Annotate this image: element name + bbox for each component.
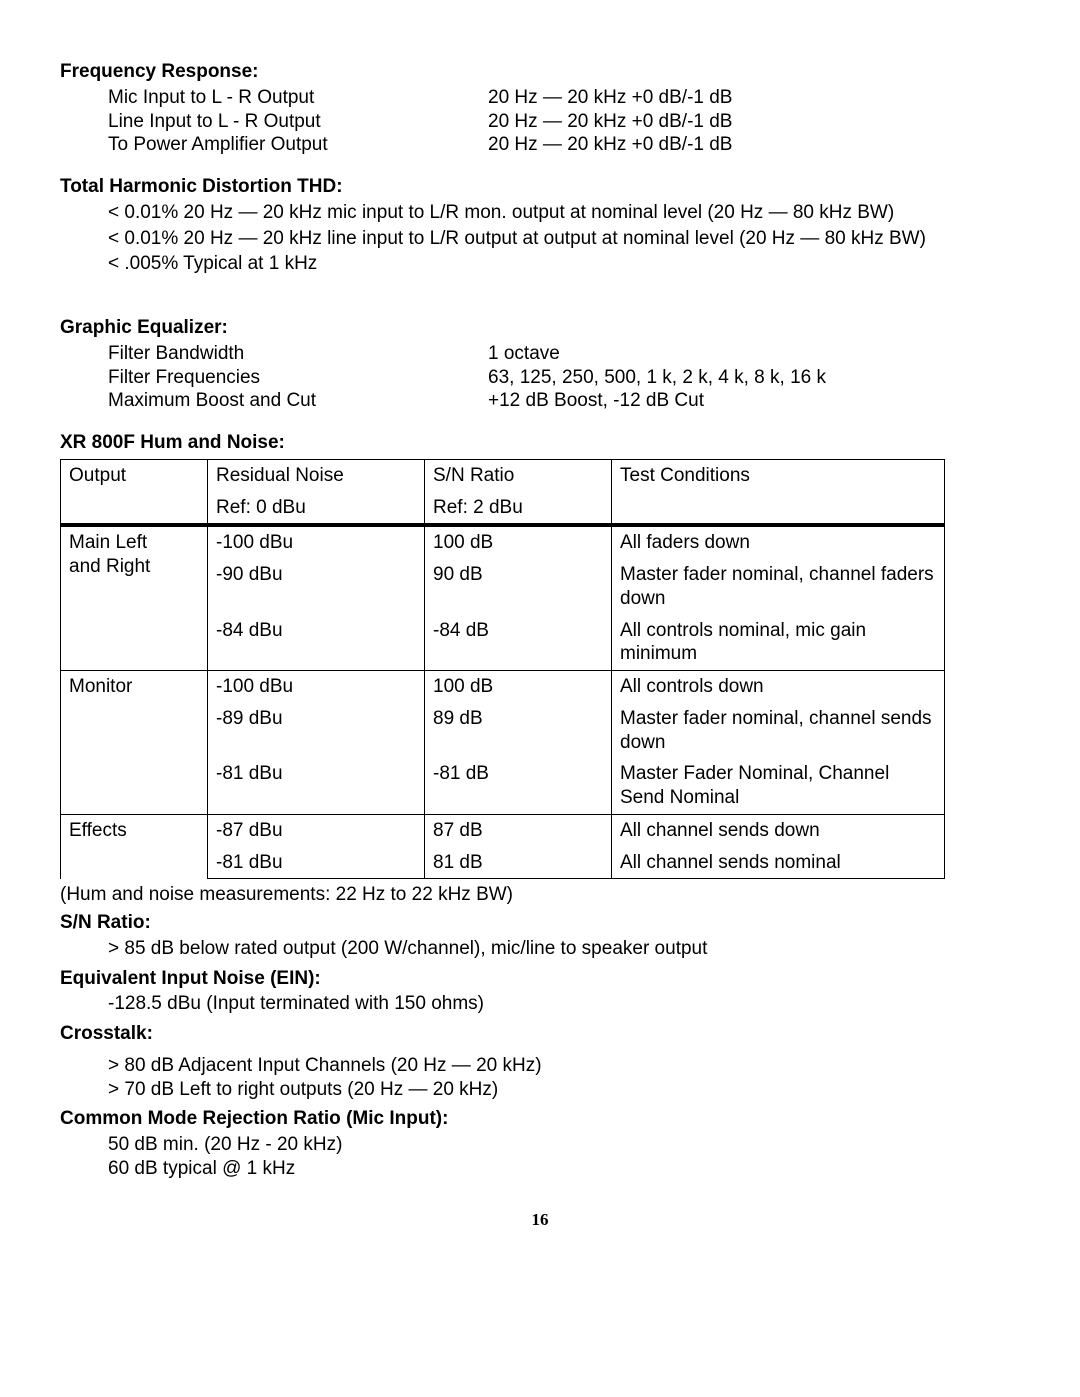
sn-ratio-line: > 85 dB below rated output (200 W/channe… bbox=[108, 937, 1020, 961]
freq-resp-label: To Power Amplifier Output bbox=[108, 133, 488, 157]
crosstalk-title: Crosstalk: bbox=[60, 1022, 1020, 1046]
table-header-row: Output Residual Noise S/N Ratio Test Con… bbox=[61, 459, 945, 491]
cond-cell: Master fader nominal, channel sends down bbox=[612, 703, 945, 759]
table-row: Main Left and Right -100 dBu 100 dB All … bbox=[61, 525, 945, 559]
sn-cell: 100 dB bbox=[425, 671, 612, 703]
sn-cell: 81 dB bbox=[425, 847, 612, 879]
sn-cell: 87 dB bbox=[425, 814, 612, 846]
cond-cell: All faders down bbox=[612, 525, 945, 559]
freq-resp-label: Line Input to L - R Output bbox=[108, 110, 488, 134]
geq-row: Maximum Boost and Cut +12 dB Boost, -12 … bbox=[108, 389, 1020, 413]
freq-resp-value: 20 Hz — 20 kHz +0 dB/-1 dB bbox=[488, 110, 1020, 134]
table-header bbox=[612, 492, 945, 526]
cond-cell: All channel sends down bbox=[612, 814, 945, 846]
res-cell: -100 dBu bbox=[208, 671, 425, 703]
table-row: Monitor -100 dBu 100 dB All controls dow… bbox=[61, 671, 945, 703]
cond-cell: Master fader nominal, channel faders dow… bbox=[612, 559, 945, 615]
table-header: Output bbox=[61, 459, 208, 491]
ein-line: -128.5 dBu (Input terminated with 150 oh… bbox=[108, 992, 1020, 1016]
freq-resp-row: To Power Amplifier Output 20 Hz — 20 kHz… bbox=[108, 133, 1020, 157]
table-header-row: Ref: 0 dBu Ref: 2 dBu bbox=[61, 492, 945, 526]
freq-resp-row: Mic Input to L - R Output 20 Hz — 20 kHz… bbox=[108, 86, 1020, 110]
table-header: S/N Ratio bbox=[425, 459, 612, 491]
page-number: 16 bbox=[60, 1209, 1020, 1230]
geq-label: Maximum Boost and Cut bbox=[108, 389, 488, 413]
table-row: Effects -87 dBu 87 dB All channel sends … bbox=[61, 814, 945, 846]
output-cell: Effects bbox=[61, 814, 208, 879]
cmrr-line: 60 dB typical @ 1 kHz bbox=[108, 1157, 1020, 1181]
geq-value: 63, 125, 250, 500, 1 k, 2 k, 4 k, 8 k, 1… bbox=[488, 366, 1020, 390]
res-cell: -81 dBu bbox=[208, 847, 425, 879]
res-cell: -84 dBu bbox=[208, 615, 425, 671]
geq-row: Filter Frequencies 63, 125, 250, 500, 1 … bbox=[108, 366, 1020, 390]
geq-row: Filter Bandwidth 1 octave bbox=[108, 342, 1020, 366]
geq-value: 1 octave bbox=[488, 342, 1020, 366]
output-cell: Monitor bbox=[61, 671, 208, 815]
table-header: Ref: 0 dBu bbox=[208, 492, 425, 526]
sn-ratio-title: S/N Ratio: bbox=[60, 911, 1020, 935]
cmrr-title: Common Mode Rejection Ratio (Mic Input): bbox=[60, 1107, 1020, 1131]
sn-cell: 100 dB bbox=[425, 525, 612, 559]
table-header: Test Conditions bbox=[612, 459, 945, 491]
table-header: Ref: 2 dBu bbox=[425, 492, 612, 526]
hum-noise-title: XR 800F Hum and Noise: bbox=[60, 431, 1020, 455]
table-header bbox=[61, 492, 208, 526]
hum-noise-table: Output Residual Noise S/N Ratio Test Con… bbox=[60, 459, 945, 880]
crosstalk-line: > 80 dB Adjacent Input Channels (20 Hz —… bbox=[108, 1054, 1020, 1078]
freq-resp-title: Frequency Response: bbox=[60, 60, 1020, 84]
geq-title: Graphic Equalizer: bbox=[60, 316, 1020, 340]
hum-noise-note: (Hum and noise measurements: 22 Hz to 22… bbox=[60, 883, 1020, 907]
res-cell: -81 dBu bbox=[208, 758, 425, 814]
cond-cell: All channel sends nominal bbox=[612, 847, 945, 879]
freq-resp-label: Mic Input to L - R Output bbox=[108, 86, 488, 110]
cond-cell: All controls nominal, mic gain minimum bbox=[612, 615, 945, 671]
thd-line: < .005% Typical at 1 kHz bbox=[108, 252, 1020, 276]
thd-line: < 0.01% 20 Hz — 20 kHz line input to L/R… bbox=[108, 227, 1020, 251]
crosstalk-line: > 70 dB Left to right outputs (20 Hz — 2… bbox=[108, 1078, 1020, 1102]
sn-cell: 89 dB bbox=[425, 703, 612, 759]
thd-title: Total Harmonic Distortion THD: bbox=[60, 175, 1020, 199]
output-cell: Main Left and Right bbox=[61, 525, 208, 670]
res-cell: -90 dBu bbox=[208, 559, 425, 615]
cond-cell: All controls down bbox=[612, 671, 945, 703]
ein-title: Equivalent Input Noise (EIN): bbox=[60, 967, 1020, 991]
geq-label: Filter Bandwidth bbox=[108, 342, 488, 366]
freq-resp-value: 20 Hz — 20 kHz +0 dB/-1 dB bbox=[488, 86, 1020, 110]
res-cell: -100 dBu bbox=[208, 525, 425, 559]
table-header: Residual Noise bbox=[208, 459, 425, 491]
geq-label: Filter Frequencies bbox=[108, 366, 488, 390]
geq-value: +12 dB Boost, -12 dB Cut bbox=[488, 389, 1020, 413]
res-cell: -87 dBu bbox=[208, 814, 425, 846]
freq-resp-value: 20 Hz — 20 kHz +0 dB/-1 dB bbox=[488, 133, 1020, 157]
sn-cell: -84 dB bbox=[425, 615, 612, 671]
res-cell: -89 dBu bbox=[208, 703, 425, 759]
cmrr-line: 50 dB min. (20 Hz - 20 kHz) bbox=[108, 1133, 1020, 1157]
cond-cell: Master Fader Nominal, Channel Send Nomin… bbox=[612, 758, 945, 814]
freq-resp-row: Line Input to L - R Output 20 Hz — 20 kH… bbox=[108, 110, 1020, 134]
thd-line: < 0.01% 20 Hz — 20 kHz mic input to L/R … bbox=[108, 201, 1020, 225]
sn-cell: 90 dB bbox=[425, 559, 612, 615]
sn-cell: -81 dB bbox=[425, 758, 612, 814]
